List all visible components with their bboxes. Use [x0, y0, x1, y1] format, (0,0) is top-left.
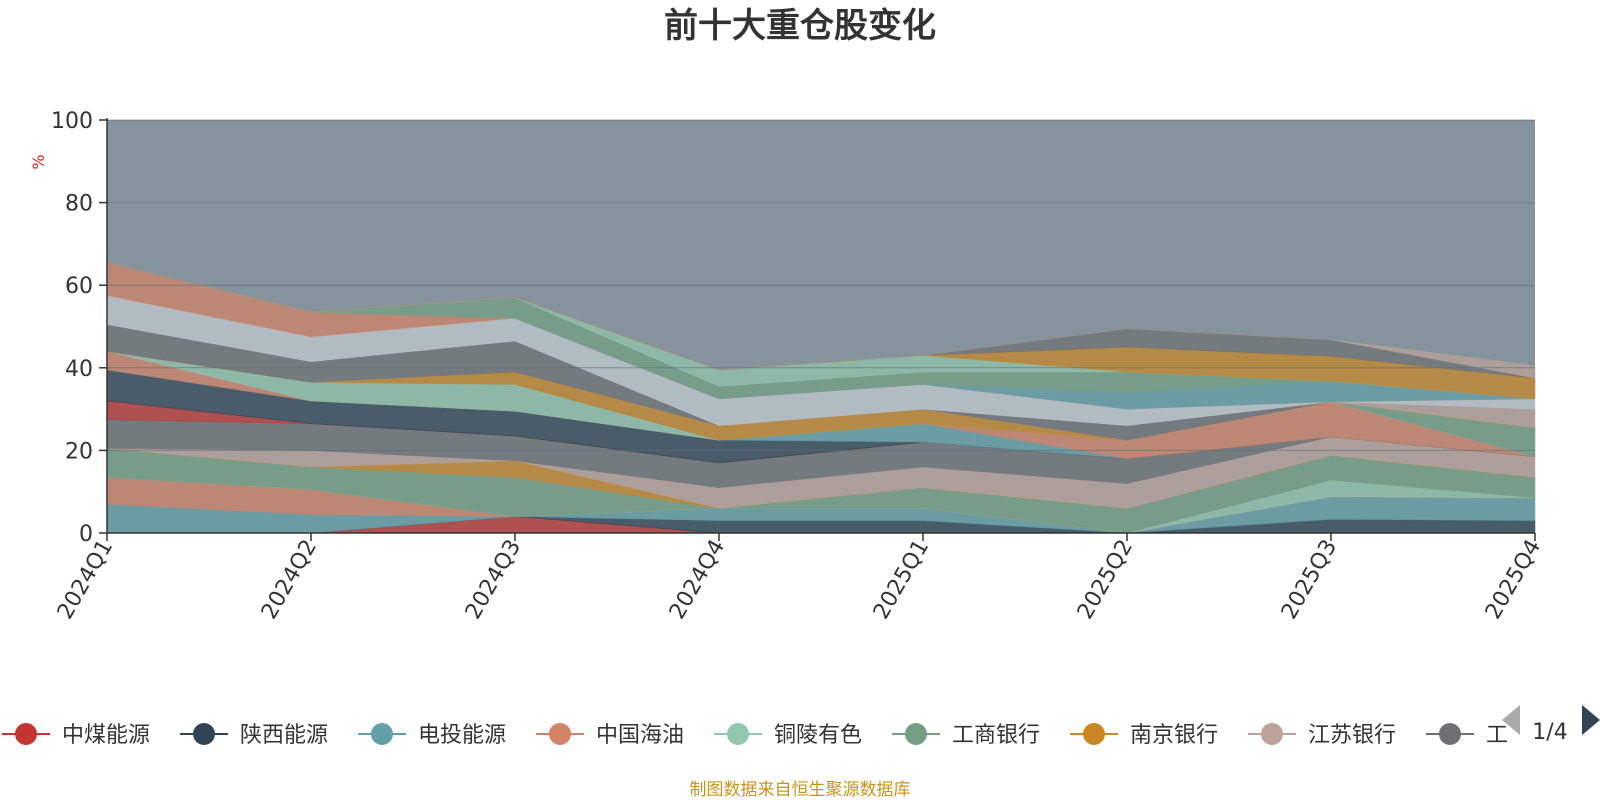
legend-item[interactable]: 中国海油	[536, 723, 684, 748]
chart-title: 前十大重仓股变化	[664, 6, 936, 46]
x-tick-label: 2024Q2	[257, 536, 322, 624]
legend-marker-icon	[371, 723, 393, 745]
x-tick-label: 2025Q2	[1073, 536, 1138, 624]
y-tick-label: 40	[65, 357, 93, 382]
legend-item[interactable]: 铜陵有色	[714, 723, 862, 748]
y-tick-label: 60	[65, 274, 93, 299]
legend-label: 中国海油	[596, 723, 684, 748]
legend-item[interactable]: 工商银行	[892, 723, 1040, 748]
legend-label: 工商银行	[952, 723, 1040, 748]
legend-item[interactable]: 江苏银行	[1248, 723, 1396, 748]
x-tick-label: 2024Q3	[461, 536, 526, 624]
legend-page-indicator: 1/4	[1532, 720, 1567, 745]
legend-item[interactable]: 陕西能源	[180, 723, 328, 748]
legend-label: 陕西能源	[240, 723, 328, 748]
y-tick-label: 20	[65, 439, 93, 464]
legend-marker-icon	[905, 723, 927, 745]
legend-marker-icon	[1083, 723, 1105, 745]
legend-marker-icon	[1261, 723, 1283, 745]
legend-item[interactable]: 工	[1426, 723, 1508, 748]
x-tick-label: 2024Q4	[665, 536, 730, 624]
y-tick-label: 80	[65, 192, 93, 217]
legend-item[interactable]: 中煤能源	[2, 723, 150, 748]
legend-marker-icon	[549, 723, 571, 745]
y-tick-label: 0	[79, 522, 93, 547]
area-series-group	[106, 261, 1536, 534]
legend-label: 南京银行	[1130, 723, 1218, 748]
triangle-right-icon[interactable]	[1582, 705, 1600, 735]
legend: 中煤能源 陕西能源 电投能源 中国海油 铜陵有色 工商银行 南京银行 江苏银行 工	[2, 723, 1508, 748]
legend-marker-icon	[15, 723, 37, 745]
source-note: 制图数据来自恒生聚源数据库	[690, 780, 911, 800]
y-tick-label: 100	[51, 109, 93, 134]
legend-item[interactable]: 电投能源	[358, 723, 506, 748]
x-tick-label: 2025Q1	[869, 536, 934, 624]
legend-label: 工	[1486, 723, 1508, 748]
legend-label: 中煤能源	[62, 723, 150, 748]
x-tick-label: 2024Q1	[53, 536, 118, 624]
y-unit-label: %	[29, 154, 48, 169]
legend-marker-icon	[727, 723, 749, 745]
legend-label: 铜陵有色	[774, 723, 862, 748]
legend-item[interactable]: 南京银行	[1070, 723, 1218, 748]
triangle-left-icon[interactable]	[1502, 705, 1520, 735]
x-tick-label: 2025Q3	[1277, 536, 1342, 624]
legend-pager: 1/4	[1502, 705, 1600, 745]
legend-marker-icon	[1439, 723, 1461, 745]
legend-label: 电投能源	[418, 723, 506, 748]
grid-lines	[107, 119, 1535, 451]
legend-label: 江苏银行	[1308, 723, 1396, 748]
legend-marker-icon	[193, 723, 215, 745]
x-tick-label: 2025Q4	[1481, 536, 1546, 624]
area-series-26[interactable]	[106, 262, 1536, 379]
